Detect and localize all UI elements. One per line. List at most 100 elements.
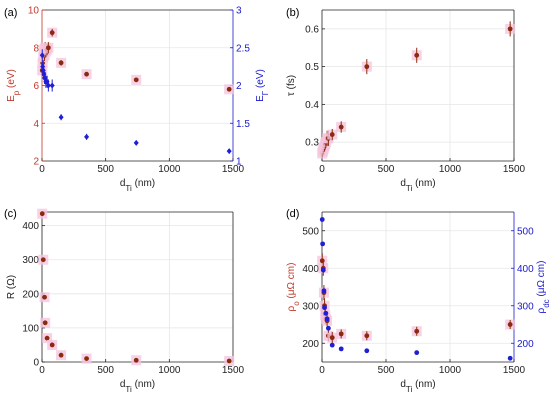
y-right-tick-label: 2: [236, 81, 242, 92]
data-point: [319, 217, 325, 222]
data-point: [364, 348, 370, 354]
x-tick-label: 1000: [158, 365, 181, 376]
y-right-axis-label: EΓ (eV): [255, 69, 270, 102]
y-tick-label: 8: [33, 43, 39, 54]
data-point: [329, 335, 335, 341]
x-tick-label: 500: [378, 365, 395, 376]
data-point: [39, 52, 45, 59]
data-point: [324, 316, 330, 322]
panel-b: 0 500 1000 1500 dTi (nm) 0.3 0.4 0.5 0.6 τ (fs): [286, 9, 526, 193]
y-right-tick-label: 200: [517, 339, 534, 350]
panel-d: 0 500 1000 1500 dTi (nm) 200 300 400 500 ρo (μΩ c…: [286, 211, 550, 394]
x-axis-label: dTi (nm): [400, 379, 435, 394]
panel-c: 0 500 1000 1500 dTi (nm) 0 100 200 300 400 R (Ω): [6, 208, 245, 394]
y-right-tick-label: 400: [517, 264, 534, 275]
y-tick-label: 2: [33, 157, 39, 168]
data-point: [45, 82, 51, 89]
data-point: [322, 305, 327, 311]
data-point: [319, 258, 325, 264]
data-point: [133, 357, 139, 363]
data-point: [40, 63, 46, 70]
data-point: [507, 355, 513, 361]
data-point: [42, 294, 47, 300]
data-point: [329, 342, 335, 348]
y-tick-label: 0.5: [305, 62, 319, 73]
y-tick-label: 100: [22, 323, 39, 334]
data-point: [226, 86, 232, 92]
x-tick-label: 500: [97, 164, 114, 175]
data-point: [414, 350, 420, 356]
y-tick-label: 400: [302, 264, 319, 275]
x-tick-label: 1500: [503, 164, 526, 175]
y-right-tick-label: 2.5: [236, 43, 250, 54]
data-point: [49, 30, 55, 36]
data-point: [84, 71, 89, 77]
x-axis-label: dTi (nm): [120, 178, 155, 193]
data-point: [326, 325, 331, 331]
y-tick-label: 0.3: [305, 138, 319, 149]
data-point: [133, 77, 139, 83]
y-right-tick-label: 1.5: [236, 119, 250, 130]
panel-label-d: (d): [286, 208, 299, 220]
data-point: [226, 358, 232, 364]
data-point: [45, 45, 51, 51]
data-point: [84, 133, 90, 140]
y-right-tick-label: 500: [517, 226, 534, 237]
x-tick-label: 1000: [158, 164, 181, 175]
y-tick-label: 200: [22, 289, 39, 300]
y-tick-label: 4: [33, 119, 39, 130]
y-axis-label: Ep (eV): [6, 69, 21, 102]
data-point: [226, 148, 232, 155]
panel-a: 0 500 1000 1500 dTi (nm) 2 4 6 8 10 Ep (eV) 1 1.5 2 2.…: [6, 6, 270, 193]
x-tick-label: 0: [39, 164, 45, 175]
y-tick-label: 10: [28, 6, 40, 17]
panel-label-b: (b): [286, 7, 299, 19]
data-point: [58, 114, 64, 121]
plot-area-b: [322, 10, 514, 161]
y-tick-label: 200: [302, 339, 319, 350]
data-point: [507, 322, 513, 327]
data-point: [42, 74, 48, 81]
x-tick-label: 500: [378, 164, 395, 175]
data-point: [49, 82, 55, 89]
data-point: [321, 288, 327, 294]
y-tick-label: 500: [302, 226, 319, 237]
x-tick-label: 1500: [503, 365, 526, 376]
y-tick-label: 0.4: [305, 100, 319, 111]
y-tick-label: 0: [33, 358, 39, 369]
data-point: [338, 331, 344, 337]
x-tick-label: 0: [319, 365, 325, 376]
x-tick-label: 1000: [439, 164, 462, 175]
data-point: [414, 328, 420, 334]
data-point: [58, 60, 64, 66]
y-tick-label: 300: [302, 301, 319, 312]
x-tick-label: 500: [97, 365, 114, 376]
plot-area-d: [322, 212, 514, 362]
panel-label-c: (c): [4, 208, 17, 220]
x-tick-label: 0: [39, 365, 45, 376]
data-point: [364, 64, 370, 70]
x-axis-label: dTi (nm): [120, 379, 155, 394]
data-point: [40, 257, 46, 263]
data-point: [58, 352, 64, 358]
data-point: [323, 310, 329, 316]
y-right-tick-label: 300: [517, 301, 534, 312]
y-tick-label: 0.6: [305, 24, 319, 35]
data-point: [338, 346, 344, 352]
y-right-tick-label: 3: [236, 6, 242, 17]
data-point: [507, 26, 513, 32]
y-tick-label: 300: [22, 255, 39, 266]
data-point: [40, 67, 46, 74]
x-tick-label: 1500: [222, 365, 245, 376]
y-right-axis-label: ρdc (μΩ cm): [536, 261, 550, 314]
x-axis-label: dTi (nm): [400, 178, 435, 193]
y-tick-label: 6: [33, 81, 39, 92]
panel-label-a: (a): [4, 7, 17, 19]
x-tick-label: 1500: [222, 164, 245, 175]
y-right-tick-label: 1: [236, 157, 242, 168]
y-axis-label: R (Ω): [6, 275, 17, 299]
data-point: [42, 320, 48, 326]
y-axis-label: ρo (μΩ cm): [286, 263, 301, 312]
data-point: [320, 267, 326, 273]
